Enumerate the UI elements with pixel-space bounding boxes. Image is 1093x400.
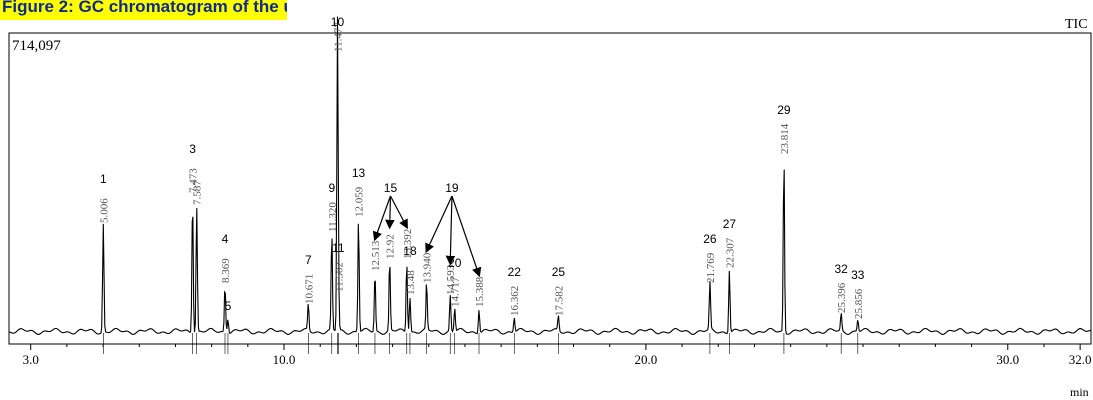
x-axis: 3.0 10.0 20.0 30.0 32.0 xyxy=(23,344,1092,367)
retention-time-label: 15.388 xyxy=(474,276,486,307)
retention-time-label: 13.392 xyxy=(402,229,414,259)
retention-time-label: 11.502 xyxy=(333,262,345,292)
group-annotations: 15 19 xyxy=(372,181,482,278)
chromatogram-trace xyxy=(8,16,1091,335)
retention-time-label: 23.814 xyxy=(779,123,791,154)
peak-number-label: 27 xyxy=(723,217,737,231)
peak-labels: 5.006 1 7.473 3 7.587 8.369 4 5 10.671 7 11.320 9 11… xyxy=(98,15,865,354)
figure-caption: Figure 2: GC chromatogram of the unsapon… xyxy=(0,0,287,20)
group-arrow xyxy=(385,195,395,230)
peak-number-label: 33 xyxy=(851,268,865,282)
max-intensity-label: 714,097 xyxy=(12,38,61,54)
retention-time-label: 17.582 xyxy=(553,286,565,316)
retention-time-label: 10.671 xyxy=(303,274,315,304)
retention-time-label: 25.396 xyxy=(836,282,848,313)
retention-time-label: 7.587 xyxy=(192,180,204,205)
peak-number-label: 7 xyxy=(305,253,312,267)
peak-number-label: 1 xyxy=(100,172,107,186)
retention-time-label: 14.593 xyxy=(445,264,457,295)
x-axis-unit: min xyxy=(1070,385,1089,399)
x-tick-label: 10.0 xyxy=(273,352,296,367)
peak-number-label: 10 xyxy=(331,15,345,29)
peak-number-label: 11 xyxy=(332,241,345,255)
peak-number-label: 5 xyxy=(225,299,232,313)
group-arrow xyxy=(425,195,453,254)
retention-time-label: 11.320 xyxy=(327,202,339,232)
group-arrow xyxy=(445,195,456,266)
peak-number-label: 22 xyxy=(508,265,522,279)
plot-frame xyxy=(8,32,1092,345)
peak-number-label: 3 xyxy=(189,142,196,156)
retention-time-label: 13.48 xyxy=(405,270,417,295)
peak-number-label: 32 xyxy=(834,262,848,276)
peak-number-label: 18 xyxy=(403,244,417,258)
group-label: 19 xyxy=(445,181,459,195)
group-arrow xyxy=(372,195,392,242)
peak-number-label: 25 xyxy=(552,265,566,279)
group-label: 15 xyxy=(384,181,398,195)
retention-time-label: 7.473 xyxy=(188,168,200,193)
x-tick-label: 32.0 xyxy=(1069,352,1092,367)
retention-time-label: 12.92 xyxy=(385,234,397,259)
peak-number-label: 29 xyxy=(777,103,791,117)
x-tick-label: 20.0 xyxy=(635,352,658,367)
retention-time-label: 25.856 xyxy=(853,288,865,319)
retention-time-label: 11.477 xyxy=(332,22,344,52)
retention-time-label: 5.006 xyxy=(98,198,110,223)
retention-time-label: 16.362 xyxy=(509,286,521,316)
group-arrow xyxy=(451,195,482,278)
retention-time-label: 12.059 xyxy=(354,186,366,217)
retention-time-label: 8.369 xyxy=(220,258,232,283)
peak-number-label: 4 xyxy=(222,232,229,246)
retention-time-label: 13.940 xyxy=(422,252,434,283)
peak-number-label: 13 xyxy=(352,166,366,180)
detector-label: TIC xyxy=(1065,17,1088,32)
group-arrow xyxy=(389,195,408,230)
x-tick-label: 30.0 xyxy=(996,352,1019,367)
peak-number-label: 9 xyxy=(328,181,335,195)
retention-time-label: 14.717 xyxy=(450,276,462,307)
peak-number-label: 26 xyxy=(703,232,717,246)
retention-time-label: 12.513 xyxy=(370,240,382,271)
retention-time-label: 21.769 xyxy=(705,252,717,283)
x-tick-label: 3.0 xyxy=(23,352,39,367)
retention-time-label: 22.307 xyxy=(724,237,736,268)
